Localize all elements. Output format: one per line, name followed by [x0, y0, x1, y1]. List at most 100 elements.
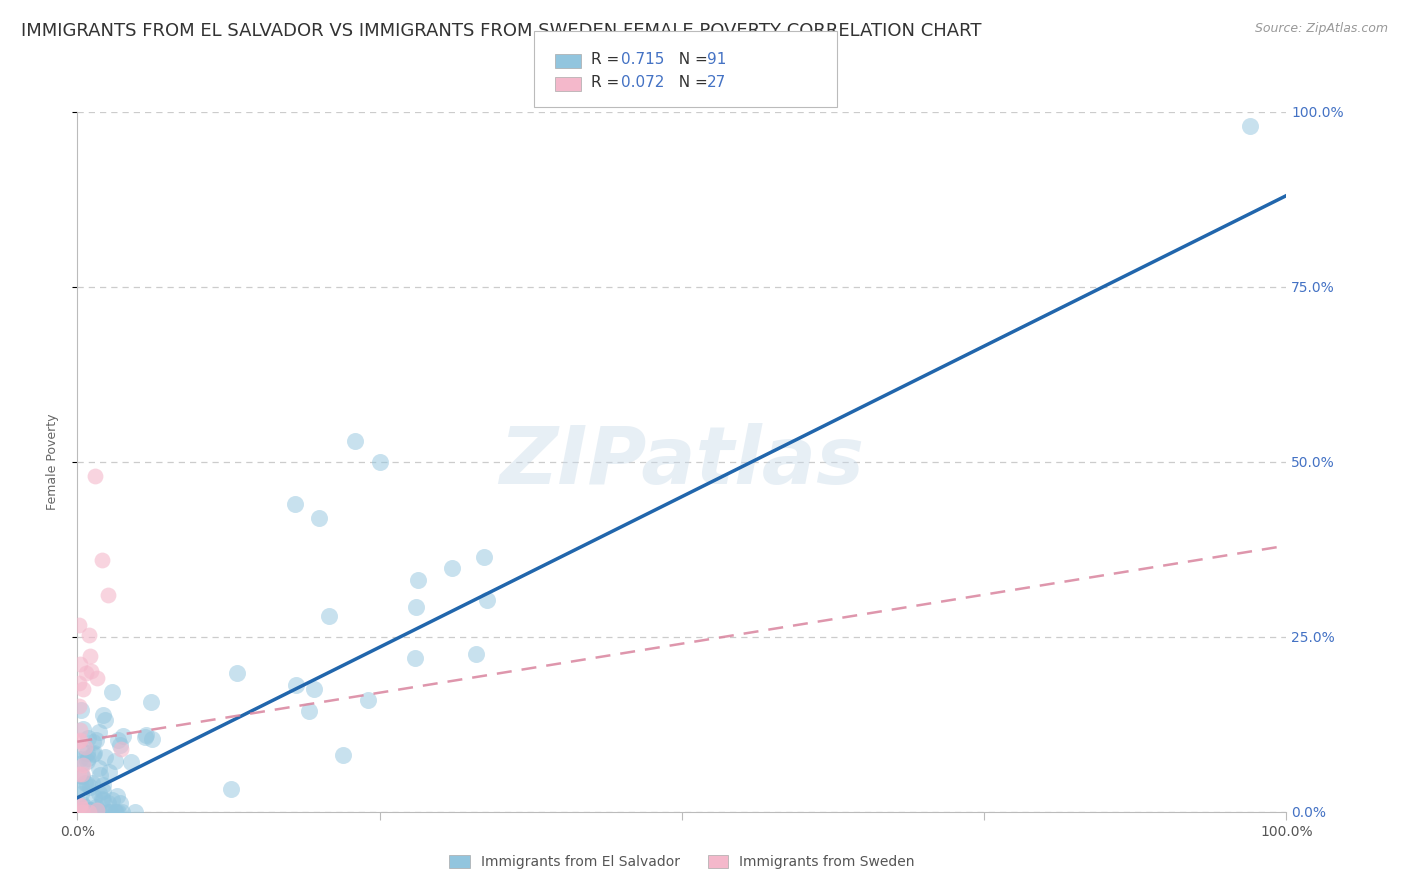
Text: R =: R =	[591, 75, 624, 89]
Point	[83, 790, 105, 805]
Point	[141, 731, 163, 746]
Point	[73, 776, 96, 790]
Point	[93, 778, 115, 792]
Point	[87, 786, 110, 800]
Point	[79, 780, 101, 794]
Point	[72, 758, 94, 772]
Point	[73, 805, 96, 819]
Point	[308, 510, 330, 524]
Point	[76, 805, 98, 819]
Point	[120, 755, 142, 769]
Point	[98, 765, 121, 780]
Point	[72, 805, 94, 819]
Point	[76, 754, 98, 768]
Point	[105, 789, 128, 804]
Point	[100, 685, 122, 699]
Point	[89, 767, 111, 781]
Point	[357, 692, 380, 706]
Point	[135, 728, 157, 742]
Point	[406, 573, 429, 587]
Point	[82, 805, 104, 819]
Point	[83, 746, 105, 760]
Point	[465, 647, 488, 661]
Point	[112, 729, 135, 743]
Point	[96, 588, 118, 602]
Point	[69, 799, 91, 814]
Point	[87, 761, 110, 775]
Point	[298, 704, 321, 718]
Point	[76, 731, 98, 745]
Point	[302, 682, 325, 697]
Text: 91: 91	[707, 52, 727, 67]
Point	[70, 743, 93, 757]
Y-axis label: Female Poverty: Female Poverty	[46, 413, 59, 510]
Point	[87, 725, 110, 739]
Point	[219, 782, 242, 797]
Point	[110, 742, 132, 756]
Point	[91, 707, 114, 722]
Point	[70, 788, 93, 802]
Point	[90, 552, 112, 566]
Point	[104, 805, 127, 819]
Text: ZIPatlas: ZIPatlas	[499, 423, 865, 500]
Point	[69, 732, 91, 747]
Point	[134, 730, 156, 744]
Point	[93, 793, 115, 807]
Point	[1239, 119, 1261, 133]
Point	[82, 776, 104, 790]
Text: N =: N =	[669, 52, 713, 67]
Point	[87, 805, 110, 819]
Point	[344, 434, 367, 448]
Point	[70, 756, 93, 770]
Point	[108, 796, 131, 810]
Point	[79, 805, 101, 819]
Point	[72, 681, 94, 696]
Point	[80, 664, 103, 678]
Point	[69, 751, 91, 765]
Point	[110, 738, 132, 752]
Point	[76, 747, 98, 761]
Point	[405, 599, 427, 614]
Point	[139, 694, 162, 708]
Point	[69, 723, 91, 738]
Point	[284, 678, 307, 692]
Point	[79, 649, 101, 664]
Point	[67, 767, 90, 781]
Text: 0.715: 0.715	[621, 52, 665, 67]
Point	[86, 671, 108, 685]
Point	[82, 747, 104, 761]
Point	[67, 618, 90, 632]
Point	[104, 754, 127, 768]
Point	[83, 805, 105, 819]
Point	[441, 561, 464, 575]
Point	[84, 468, 107, 483]
Point	[91, 791, 114, 805]
Point	[70, 780, 93, 795]
Point	[404, 650, 426, 665]
Legend: Immigrants from El Salvador, Immigrants from Sweden: Immigrants from El Salvador, Immigrants …	[443, 849, 921, 875]
Point	[284, 497, 307, 511]
Point	[70, 766, 93, 780]
Point	[98, 805, 121, 819]
Point	[67, 699, 90, 714]
Point	[86, 733, 108, 747]
Point	[332, 748, 354, 763]
Point	[70, 703, 93, 717]
Text: 0.072: 0.072	[621, 75, 665, 89]
Point	[70, 805, 93, 819]
Point	[96, 805, 118, 819]
Point	[72, 722, 94, 736]
Point	[75, 800, 97, 814]
Point	[96, 796, 118, 810]
Text: N =: N =	[669, 75, 713, 89]
Point	[111, 805, 134, 819]
Point	[107, 733, 129, 747]
Point	[124, 805, 146, 819]
Point	[70, 805, 93, 819]
Point	[89, 805, 111, 819]
Point	[70, 769, 93, 783]
Point	[67, 675, 90, 690]
Point	[91, 784, 114, 798]
Point	[80, 803, 103, 817]
Point	[86, 803, 108, 817]
